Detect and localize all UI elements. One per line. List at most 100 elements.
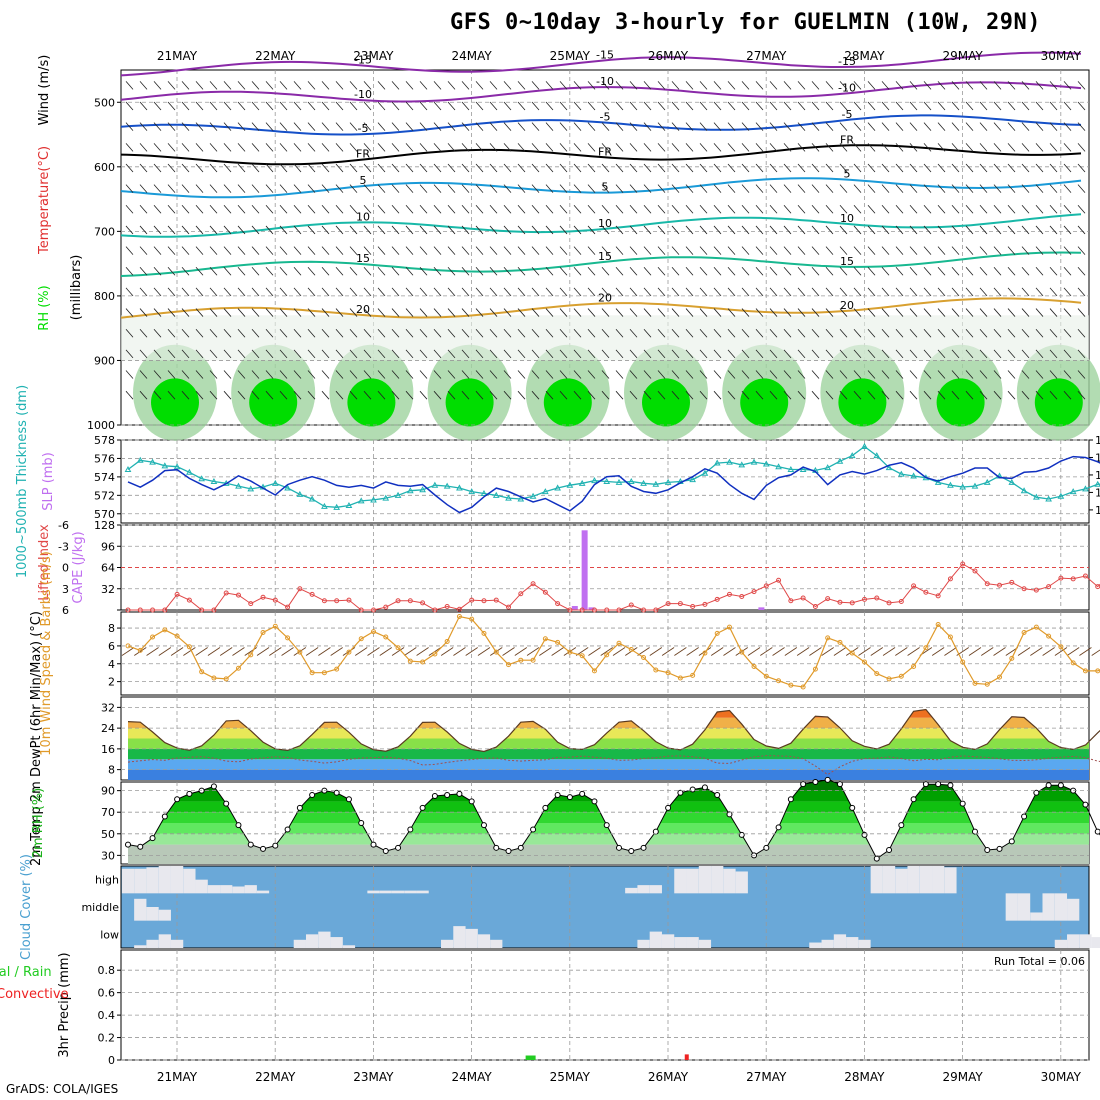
wind-barb (363, 266, 372, 276)
wind-barb (741, 143, 750, 152)
wind-barb (363, 101, 372, 111)
date-tick-top: 28MAY (844, 49, 885, 63)
wind-barb (853, 308, 862, 317)
wind-barb (502, 647, 515, 656)
wind-barb (951, 122, 960, 131)
wind-barb (237, 122, 246, 131)
wind-barb (979, 390, 988, 400)
cloud-bar (821, 939, 834, 948)
wind-barb (1063, 101, 1072, 111)
wind-barb (517, 225, 526, 235)
wind-barb (755, 205, 764, 214)
wind-barb (167, 266, 176, 276)
wind-barb (1021, 81, 1030, 90)
wind-barb (391, 287, 400, 297)
panel-frame (120, 611, 1090, 696)
wind-barb (979, 308, 988, 317)
cloud-bar (170, 866, 184, 894)
wind-barb (279, 266, 288, 276)
wind-barb (447, 101, 456, 111)
wind-barb (643, 101, 652, 111)
wind-barb (1054, 647, 1068, 656)
wind-barb (1021, 308, 1030, 317)
wind-barb (587, 246, 596, 255)
wind-barb (391, 225, 400, 235)
wind-barb (671, 246, 680, 255)
wind-barb (405, 328, 414, 338)
wind-barb (391, 308, 400, 317)
wind-barb (559, 308, 568, 317)
wind-barb (405, 143, 414, 152)
wind-barb (923, 101, 932, 111)
wind-barb (727, 163, 736, 173)
rh-marker (910, 796, 917, 803)
isotherm-label: -5 (358, 122, 369, 135)
wind-barb (391, 143, 400, 152)
wind-barb (232, 647, 245, 656)
wind-barb (377, 163, 386, 173)
wind-barb (923, 287, 932, 297)
wind-barb (447, 184, 456, 193)
thickness-marker (713, 459, 721, 466)
thickness-marker (345, 501, 353, 508)
wind-barb (293, 122, 302, 131)
cloud-bar (404, 890, 417, 894)
wind-barb (797, 349, 806, 359)
wind-barb (909, 163, 918, 173)
wind-barb (335, 143, 344, 152)
wind-barb (769, 101, 778, 111)
wind-barb (405, 163, 414, 173)
wind-barb (489, 205, 498, 214)
wind-barb (937, 266, 946, 276)
rh-band (128, 790, 1089, 802)
wind-barb (181, 184, 190, 193)
wind-barb (1017, 647, 1031, 656)
wind-barb (685, 266, 694, 276)
cloud-bar (465, 928, 478, 948)
wind-barb (209, 143, 218, 152)
wind-barb (671, 287, 680, 297)
wind-barb (419, 308, 428, 317)
wind-barb (125, 81, 134, 90)
wind-barb (256, 647, 270, 656)
thickness-marker (726, 458, 733, 465)
wind-barb (713, 143, 722, 152)
wind-barb (419, 370, 428, 379)
wind-barb (153, 349, 162, 359)
wind-barb (1077, 101, 1086, 111)
wind-barb (475, 308, 484, 317)
y-tick-label: 2 (108, 676, 115, 689)
y-tick-label: 576 (94, 452, 115, 465)
wind-barb (853, 184, 862, 193)
rh-marker (1021, 813, 1028, 820)
wind-barb (783, 205, 792, 214)
wind-barb (503, 328, 512, 338)
wind-barb (769, 349, 778, 359)
wind-barb (223, 163, 232, 173)
precip-bar (525, 1055, 536, 1060)
wind-marker (162, 627, 168, 633)
wind-barb (783, 308, 792, 317)
wind-marker (690, 672, 696, 678)
wind-barb (237, 246, 246, 255)
wind-barb (363, 225, 372, 235)
wind-barb (531, 225, 540, 235)
wind-barb (1063, 122, 1072, 131)
wind-barb (461, 225, 470, 235)
y-tick-label: 90 (101, 785, 115, 798)
wind-barb (755, 287, 764, 297)
wind-marker (1058, 644, 1064, 650)
wind-barb (391, 122, 400, 131)
wind-marker (935, 621, 941, 627)
wind-barb (615, 328, 624, 338)
wind-barb (1077, 143, 1086, 152)
wind-barb (405, 349, 414, 359)
wind-barb (377, 225, 386, 235)
wind-barb (657, 328, 666, 338)
wind-barb (531, 328, 540, 338)
wind-barb (419, 246, 428, 255)
wind-barb (797, 266, 806, 276)
wind-barb (531, 390, 540, 400)
wind-barb (279, 122, 288, 131)
thickness-marker (615, 478, 623, 485)
